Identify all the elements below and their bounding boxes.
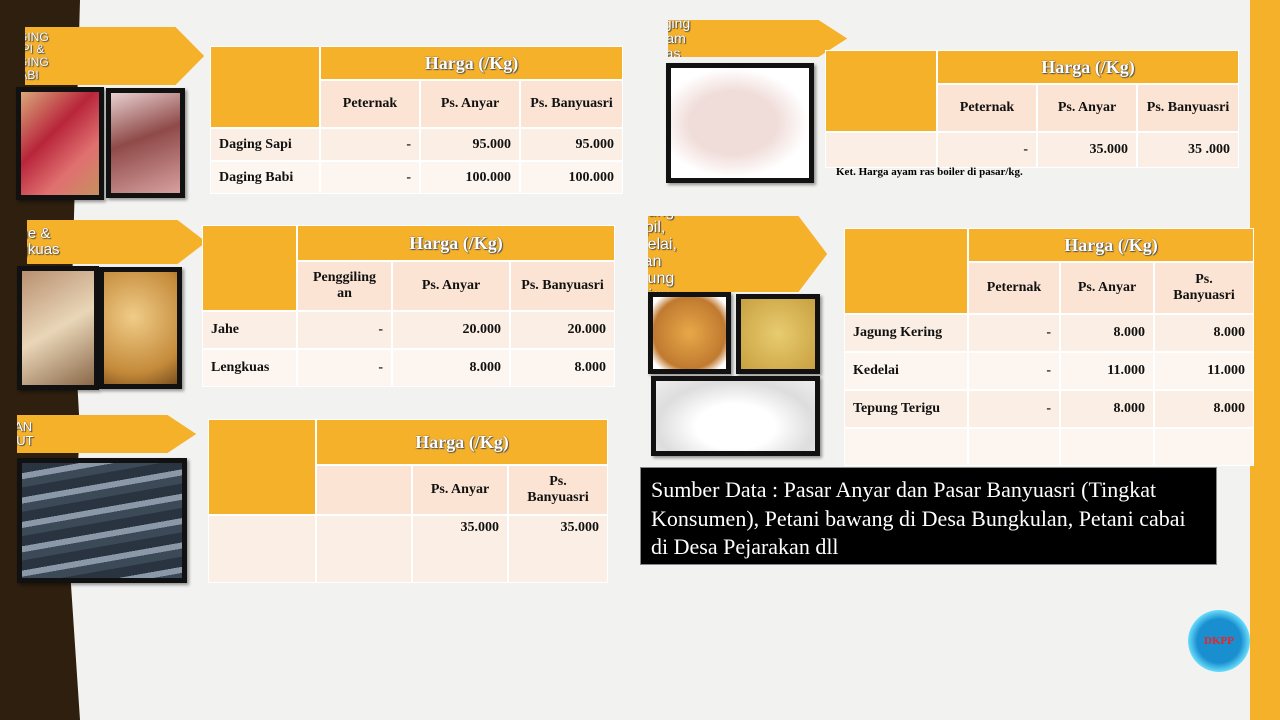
row-label: Lengkuas: [202, 349, 297, 387]
price-cell: [1154, 428, 1254, 466]
price-cell: 11.000: [1060, 352, 1154, 390]
price-cell: -: [320, 161, 420, 194]
price-cell: -: [297, 311, 392, 349]
label-ayam: Daging Ayam Ras: [668, 20, 848, 57]
column-header: Peternak: [968, 262, 1060, 314]
corner-cell: [210, 46, 320, 128]
column-header: Penggiling an: [297, 261, 392, 311]
price-cell: 8.000: [1154, 314, 1254, 352]
column-header: Ps. Anyar: [1037, 84, 1137, 132]
chicken-image: [666, 63, 814, 183]
source-box: Sumber Data : Pasar Anyar dan Pasar Bany…: [640, 467, 1217, 565]
logo-text: DKPP: [1204, 635, 1234, 647]
column-header: Ps. Banyuasri: [520, 80, 623, 128]
column-header: [316, 465, 412, 515]
harga-header: Harga (/Kg): [320, 46, 623, 80]
column-header: Ps. Banyuasri: [1154, 262, 1254, 314]
price-cell: -: [937, 132, 1037, 168]
column-header: Ps. Anyar: [420, 80, 520, 128]
column-header: Ps. Banyuasri: [1137, 84, 1239, 132]
column-header: Ps. Anyar: [392, 261, 510, 311]
row-label: [844, 428, 968, 466]
beef-image: [16, 87, 104, 200]
column-header: Ps. Banyuasri: [508, 465, 608, 515]
harga-header: Harga (/Kg): [968, 228, 1254, 262]
pork-image: [106, 88, 185, 198]
price-cell: 35.000: [1037, 132, 1137, 168]
galangal-image: [99, 267, 182, 389]
price-cell: 100.000: [520, 161, 623, 194]
price-cell: 95.000: [520, 128, 623, 161]
row-label: Daging Babi: [210, 161, 320, 194]
price-cell: 95.000: [420, 128, 520, 161]
corner-cell: [208, 419, 316, 515]
price-cell: 35.000: [508, 515, 608, 583]
price-cell: -: [297, 349, 392, 387]
corner-cell: [825, 50, 937, 132]
column-header: Peternak: [937, 84, 1037, 132]
harga-header: Harga (/Kg): [297, 225, 615, 261]
price-cell: 8.000: [510, 349, 615, 387]
price-cell: -: [968, 390, 1060, 428]
row-label: Kedelai: [844, 352, 968, 390]
price-cell: 8.000: [1060, 390, 1154, 428]
dkpp-logo: DKPP: [1188, 610, 1250, 672]
column-header: Ps. Anyar: [1060, 262, 1154, 314]
column-header: Peternak: [320, 80, 420, 128]
corn-image: [648, 292, 731, 374]
harga-header: Harga (/Kg): [937, 50, 1239, 84]
corner-cell: [844, 228, 968, 314]
label-jahe: Jahe & Lengkuas: [27, 220, 207, 264]
price-cell: 20.000: [510, 311, 615, 349]
price-cell: -: [968, 352, 1060, 390]
price-cell: 35 .000: [1137, 132, 1239, 168]
label-sapi: DAGING SAPI & DAGING BABI: [25, 27, 205, 85]
column-header: Ps. Anyar: [412, 465, 508, 515]
price-cell: -: [968, 314, 1060, 352]
row-label: Daging Sapi: [210, 128, 320, 161]
column-header: Ps. Banyuasri: [510, 261, 615, 311]
price-cell: 11.000: [1154, 352, 1254, 390]
row-label: Jagung Kering: [844, 314, 968, 352]
row-label: Jahe: [202, 311, 297, 349]
price-cell: 8.000: [392, 349, 510, 387]
price-cell: 8.000: [1154, 390, 1254, 428]
ayam-note: Ket. Harga ayam ras boiler di pasar/kg.: [836, 166, 1023, 178]
price-cell: [968, 428, 1060, 466]
price-cell: -: [320, 128, 420, 161]
soybean-image: [736, 294, 820, 374]
ginger-image: [17, 266, 99, 390]
decorative-strip: [1250, 0, 1280, 720]
price-cell: [1060, 428, 1154, 466]
flour-image: [651, 376, 820, 456]
price-cell: 8.000: [1060, 314, 1154, 352]
price-cell: 20.000: [392, 311, 510, 349]
harga-header: Harga (/Kg): [316, 419, 608, 465]
label-ikan: IKAN LAUT: [17, 415, 197, 453]
fish-image: [17, 458, 187, 583]
row-label: [208, 515, 316, 583]
row-label: [825, 132, 937, 168]
price-cell: 100.000: [420, 161, 520, 194]
price-cell: 35.000: [412, 515, 508, 583]
row-label: Tepung Terigu: [844, 390, 968, 428]
label-jagung: Jagung Pipil, Kedelai, dan Tepung Terigu: [648, 216, 828, 292]
corner-cell: [202, 225, 297, 311]
price-cell: [316, 515, 412, 583]
